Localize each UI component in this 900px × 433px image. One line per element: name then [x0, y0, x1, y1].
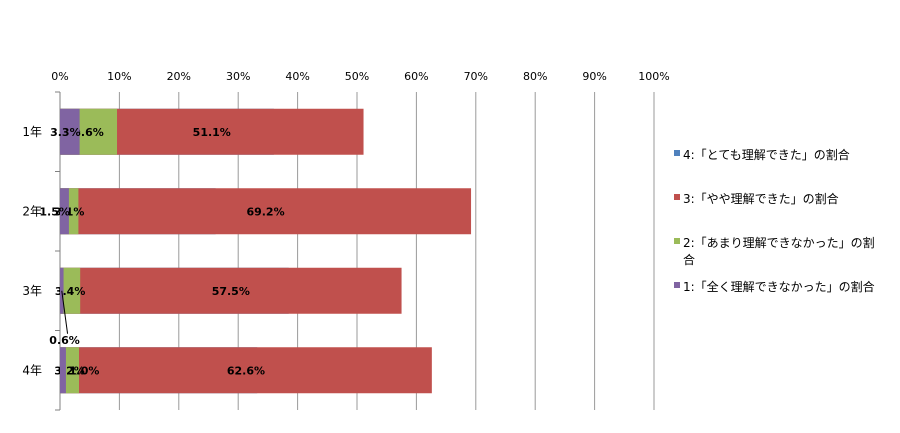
data-label: 69.2% — [246, 205, 284, 218]
bar-segment — [60, 267, 64, 314]
x-tick-label: 100% — [638, 70, 669, 83]
bar-segment — [60, 347, 432, 394]
category-label: 3年 — [22, 284, 42, 298]
category-label: 4年 — [22, 363, 42, 377]
x-tick-label: 10% — [107, 70, 131, 83]
data-label: 1.5% — [39, 205, 70, 218]
category-label: 1年 — [22, 125, 42, 139]
data-label: 0.6% — [49, 334, 80, 347]
bar-segment — [60, 267, 402, 314]
legend-label: 合 — [683, 252, 695, 267]
x-tick-label: 70% — [464, 70, 488, 83]
data-label: 1.0% — [69, 364, 100, 377]
bar-segment — [60, 267, 81, 314]
bar-segment — [60, 347, 66, 394]
x-tick-label: 80% — [523, 70, 547, 83]
x-tick-label: 40% — [285, 70, 309, 83]
legend-label: 3:「やや理解できた」の割合 — [683, 191, 839, 206]
legend-swatch — [674, 150, 680, 156]
legend-label: 2:「あまり理解できなかった」の割 — [683, 235, 875, 250]
data-label: 3.4% — [55, 285, 86, 298]
x-tick-label: 50% — [345, 70, 369, 83]
leader-line — [61, 290, 69, 334]
x-tick-label: 20% — [167, 70, 191, 83]
data-label: 62.6% — [227, 364, 265, 377]
legend-swatch — [674, 282, 680, 288]
legend-label: 4:「とても理解できた」の割合 — [683, 147, 850, 162]
data-label: 3.3% — [50, 126, 81, 139]
bar-segment — [60, 188, 472, 235]
data-label: 9.6% — [73, 126, 104, 139]
legend-swatch — [674, 238, 680, 244]
bar-segment — [60, 108, 80, 155]
legend-label: 1:「全く理解できなかった」の割合 — [683, 279, 875, 294]
x-tick-label: 0% — [51, 70, 68, 83]
legend-swatch — [674, 194, 680, 200]
category-label: 2年 — [22, 204, 42, 218]
x-tick-label: 30% — [226, 70, 250, 83]
x-tick-label: 60% — [404, 70, 428, 83]
bar-segment — [60, 188, 69, 235]
data-label: 51.1% — [193, 126, 231, 139]
data-label: 57.5% — [212, 285, 250, 298]
x-tick-label: 90% — [582, 70, 606, 83]
